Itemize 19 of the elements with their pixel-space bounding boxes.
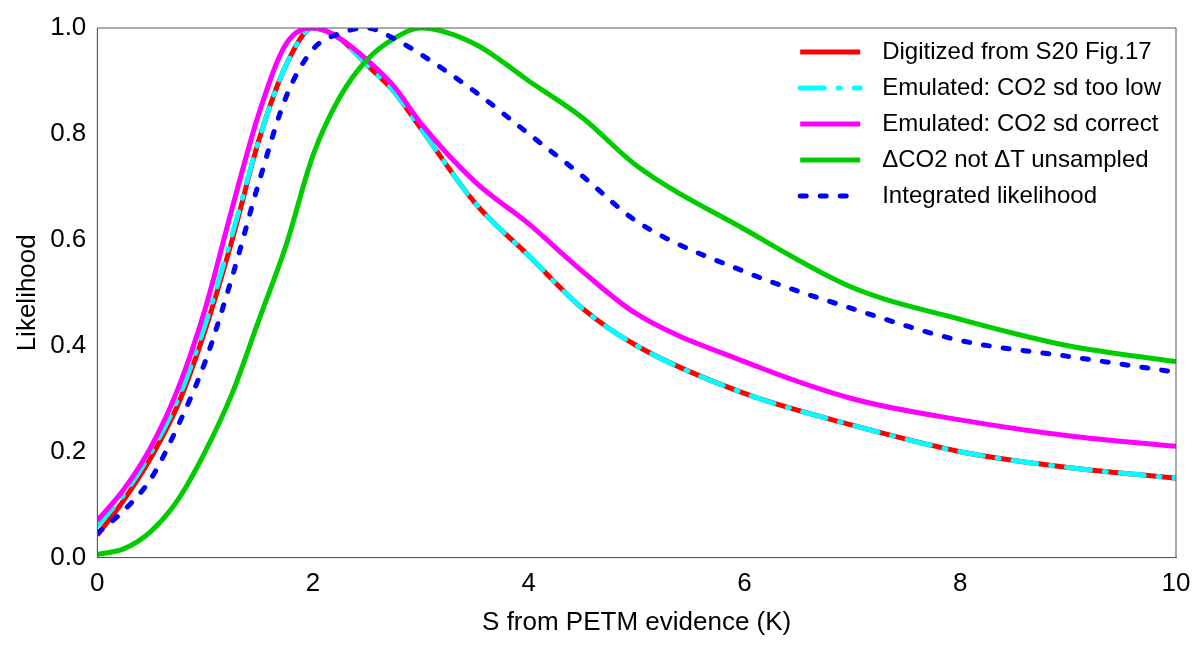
y-tick-label: 0.4 bbox=[50, 328, 87, 359]
y-tick-label: 0.0 bbox=[50, 540, 87, 571]
legend-label: Emulated: CO2 sd too low bbox=[882, 72, 1162, 100]
y-tick-label: 1.0 bbox=[50, 11, 87, 42]
y-tick-label: 0.2 bbox=[50, 434, 87, 465]
legend-label: Emulated: CO2 sd correct bbox=[882, 108, 1159, 136]
y-tick-label: 0.6 bbox=[50, 223, 87, 254]
legend-label: Integrated likelihood bbox=[882, 180, 1098, 208]
x-tick-label: 8 bbox=[953, 567, 968, 598]
legend-label: ΔCO2 not ΔT unsampled bbox=[882, 144, 1149, 172]
x-tick-label: 4 bbox=[521, 567, 537, 598]
y-axis-title: Likelihood bbox=[10, 234, 41, 352]
x-axis-title: S from PETM evidence (K) bbox=[482, 605, 792, 636]
legend-label: Digitized from S20 Fig.17 bbox=[882, 36, 1152, 64]
x-tick-label: 10 bbox=[1161, 567, 1191, 598]
x-tick-label: 2 bbox=[305, 567, 321, 598]
x-tick-label: 0 bbox=[90, 567, 105, 598]
y-tick-label: 0.8 bbox=[50, 117, 87, 148]
x-tick-label: 6 bbox=[737, 567, 752, 598]
